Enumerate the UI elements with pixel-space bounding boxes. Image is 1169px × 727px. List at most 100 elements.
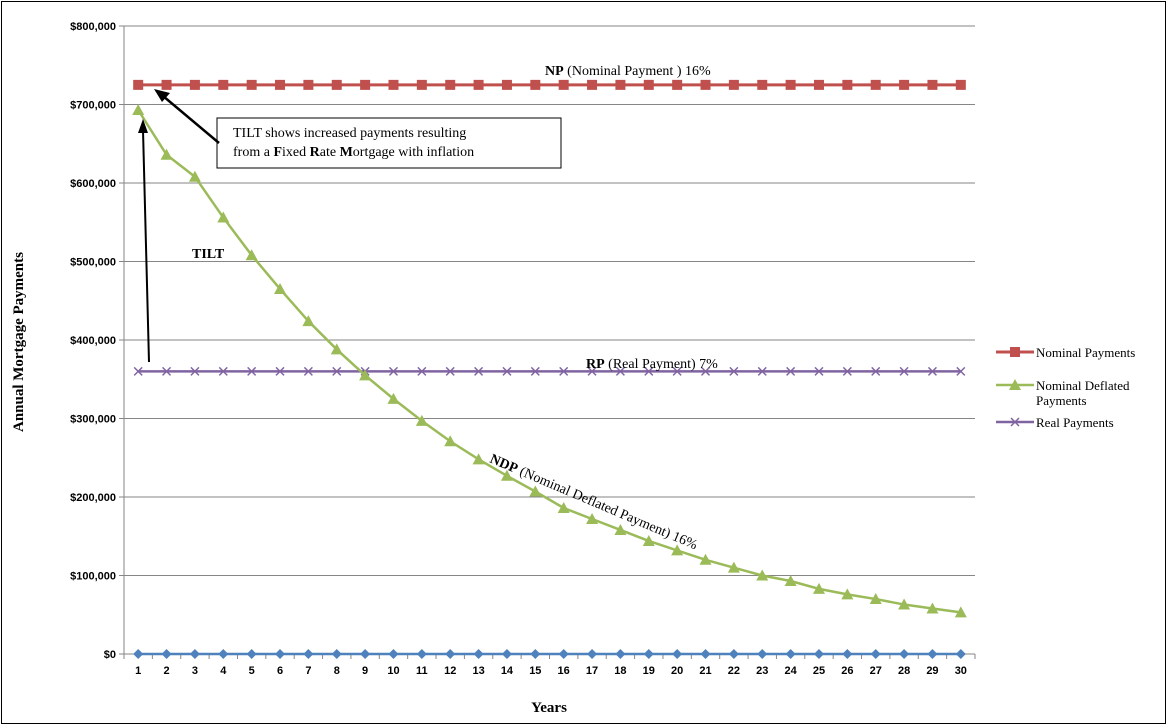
data-point xyxy=(161,79,172,90)
x-tick-label: 6 xyxy=(277,665,283,677)
y-tick-label: $700,000 xyxy=(70,100,116,112)
data-point xyxy=(812,582,825,594)
data-point xyxy=(672,649,683,659)
x-tick-label: 13 xyxy=(472,665,484,677)
np-bold: NP xyxy=(545,64,564,79)
data-point xyxy=(644,366,654,376)
data-point xyxy=(246,79,257,90)
data-point xyxy=(473,649,484,659)
y-axis-ticks: $0 $100,000 $200,000 $300,000 $400,000 $500,0… xyxy=(70,21,124,661)
data-point xyxy=(416,79,427,90)
data-point xyxy=(332,366,342,376)
data-point xyxy=(274,282,287,294)
data-point xyxy=(417,366,427,376)
x-tick-label: 15 xyxy=(529,665,541,677)
data-point xyxy=(813,79,824,90)
y-tick-label: $0 xyxy=(104,649,116,661)
x-tick-label: 26 xyxy=(841,665,853,677)
y-tick-label: $400,000 xyxy=(70,335,116,347)
data-point xyxy=(672,366,682,376)
data-point xyxy=(871,366,881,376)
x-tick-label: 20 xyxy=(671,665,683,677)
data-point xyxy=(360,649,371,659)
data-point xyxy=(587,79,598,90)
callout-seg-4: ate xyxy=(320,145,340,160)
data-point xyxy=(841,588,854,600)
data-point xyxy=(275,366,285,376)
legend-marker xyxy=(1009,379,1021,390)
data-point xyxy=(303,366,313,376)
data-point xyxy=(473,79,484,90)
data-point xyxy=(728,79,739,90)
data-point xyxy=(415,414,428,426)
data-point xyxy=(558,649,569,659)
series-1 xyxy=(132,103,967,618)
data-point xyxy=(530,649,541,659)
data-point xyxy=(643,79,654,90)
data-point xyxy=(501,649,512,659)
callout-seg-5: M xyxy=(340,145,353,160)
data-point xyxy=(672,79,683,90)
data-point xyxy=(786,366,796,376)
data-point xyxy=(388,79,399,90)
legend-marker xyxy=(1010,347,1020,357)
x-tick-label: 27 xyxy=(870,665,882,677)
x-tick-label: 4 xyxy=(220,665,227,677)
x-tick-label: 5 xyxy=(249,665,255,677)
x-tick-label: 11 xyxy=(416,665,428,677)
tilt-label: TILT xyxy=(192,247,225,262)
data-point xyxy=(784,574,797,586)
data-point xyxy=(586,512,599,524)
data-point xyxy=(160,148,173,160)
legend-item: Real Payments xyxy=(996,415,1114,430)
tilt-arrow xyxy=(138,119,150,363)
data-point xyxy=(814,366,824,376)
ndp-annotation: NDP (Nominal Deflated Payment) 16% xyxy=(487,452,699,553)
x-tick-label: 19 xyxy=(643,665,655,677)
data-point xyxy=(133,366,143,376)
data-point xyxy=(303,79,314,90)
data-point xyxy=(275,649,286,659)
x-tick-label: 16 xyxy=(558,665,570,677)
data-point xyxy=(359,369,372,381)
x-axis-label: Years xyxy=(531,700,567,716)
legend-item: Nominal Payments xyxy=(996,345,1135,360)
data-point xyxy=(530,79,541,90)
x-tick-label: 28 xyxy=(898,665,910,677)
x-tick-label: 29 xyxy=(926,665,938,677)
callout-seg-0: from a xyxy=(233,145,273,160)
legend-item: Nominal Deflated Payments xyxy=(996,378,1130,408)
data-point xyxy=(245,249,258,261)
x-tick-label: 18 xyxy=(614,665,626,677)
data-point xyxy=(303,649,314,659)
data-point xyxy=(275,79,286,90)
y-tick-label: $500,000 xyxy=(70,257,116,269)
data-point xyxy=(445,366,455,376)
series-layer xyxy=(132,79,967,659)
y-tick-label: $100,000 xyxy=(70,571,116,583)
data-point xyxy=(474,366,484,376)
data-point xyxy=(870,79,881,90)
rp-annotation: RP (Real Payment) 7% xyxy=(586,357,718,372)
x-tick-label: 8 xyxy=(334,665,340,677)
callout-line-2: from a Fixed Rate Mortgage with inflatio… xyxy=(233,145,474,160)
data-point xyxy=(388,649,399,659)
data-point xyxy=(246,649,257,659)
y-tick-label: $600,000 xyxy=(70,178,116,190)
data-point xyxy=(700,649,711,659)
data-point xyxy=(218,79,229,90)
data-point xyxy=(587,366,597,376)
data-point xyxy=(218,366,228,376)
data-point xyxy=(133,79,144,90)
x-tick-label: 9 xyxy=(362,665,368,677)
data-point xyxy=(927,649,938,659)
data-point xyxy=(615,79,626,90)
data-point xyxy=(360,79,371,90)
x-tick-label: 22 xyxy=(728,665,740,677)
data-point xyxy=(190,366,200,376)
series-2 xyxy=(133,366,966,376)
data-point xyxy=(700,366,711,376)
data-point xyxy=(842,366,852,376)
data-point xyxy=(388,366,399,376)
data-point xyxy=(813,649,824,659)
